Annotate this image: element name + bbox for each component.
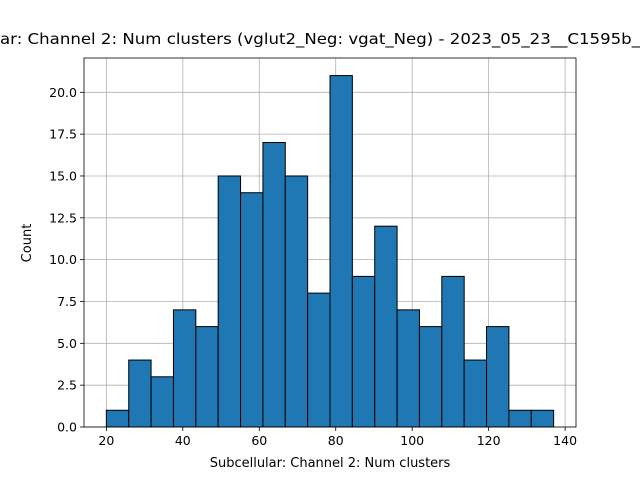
- bar: [486, 326, 510, 428]
- y-tick-label: 12.5: [49, 210, 77, 225]
- bar: [441, 275, 465, 428]
- bar: [195, 326, 219, 428]
- bar: [128, 359, 152, 428]
- y-tick-label: 17.5: [49, 127, 77, 142]
- bar: [418, 326, 443, 428]
- y-tick-label: 20.0: [49, 85, 77, 100]
- y-tick-label: 7.5: [57, 294, 77, 309]
- bar: [217, 175, 242, 428]
- bar: [105, 409, 130, 428]
- bar: [396, 309, 420, 428]
- x-axis-label: Subcellular: Channel 2: Num clusters: [210, 456, 451, 471]
- x-tick-label: 120: [477, 433, 501, 448]
- bar: [508, 409, 532, 428]
- x-tick-label: 140: [553, 433, 577, 448]
- bar: [351, 275, 376, 428]
- bar: [329, 75, 353, 428]
- x-tick-label: 100: [400, 433, 424, 448]
- bar: [262, 142, 286, 428]
- bar: [307, 292, 331, 428]
- bar: [463, 359, 488, 428]
- chart-title: ar: Channel 2: Num clusters (vglut2_Neg:…: [0, 30, 640, 49]
- bar: [150, 376, 174, 428]
- y-tick-label: 15.0: [49, 168, 77, 183]
- bar: [240, 192, 264, 428]
- x-tick-label: 20: [98, 433, 114, 448]
- x-tick-label: 40: [175, 433, 191, 448]
- bar: [172, 309, 197, 428]
- y-tick-label: 2.5: [57, 378, 77, 393]
- bar: [530, 409, 555, 428]
- y-tick-label: 5.0: [57, 336, 77, 351]
- x-tick-label: 80: [328, 433, 344, 448]
- y-axis-label: Count: [20, 224, 35, 263]
- x-tick-label: 60: [251, 433, 267, 448]
- bar: [374, 225, 398, 428]
- y-tick-label: 0.0: [57, 420, 77, 435]
- bar: [284, 175, 309, 428]
- y-tick-label: 10.0: [49, 252, 77, 267]
- plot-frame: [83, 57, 577, 428]
